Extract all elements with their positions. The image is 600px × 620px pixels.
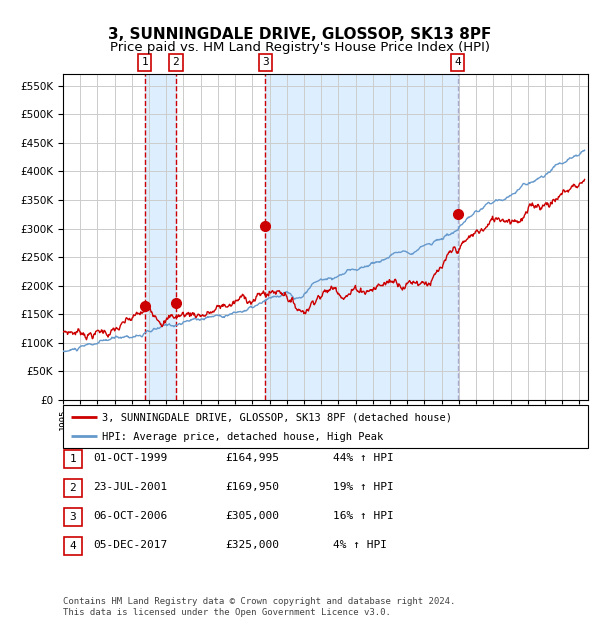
Text: 3, SUNNINGDALE DRIVE, GLOSSOP, SK13 8PF: 3, SUNNINGDALE DRIVE, GLOSSOP, SK13 8PF <box>109 27 491 42</box>
Text: £169,950: £169,950 <box>225 482 279 492</box>
Text: £325,000: £325,000 <box>225 540 279 550</box>
Text: 2: 2 <box>173 58 179 68</box>
Text: 1: 1 <box>142 58 148 68</box>
Text: Contains HM Land Registry data © Crown copyright and database right 2024.
This d: Contains HM Land Registry data © Crown c… <box>63 598 455 617</box>
Text: 3, SUNNINGDALE DRIVE, GLOSSOP, SK13 8PF (detached house): 3, SUNNINGDALE DRIVE, GLOSSOP, SK13 8PF … <box>103 412 452 422</box>
Text: 1: 1 <box>70 454 76 464</box>
Text: 19% ↑ HPI: 19% ↑ HPI <box>333 482 394 492</box>
Text: 3: 3 <box>262 58 269 68</box>
Text: Price paid vs. HM Land Registry's House Price Index (HPI): Price paid vs. HM Land Registry's House … <box>110 41 490 54</box>
Text: 4: 4 <box>454 58 461 68</box>
Text: 16% ↑ HPI: 16% ↑ HPI <box>333 511 394 521</box>
Text: 05-DEC-2017: 05-DEC-2017 <box>93 540 167 550</box>
Bar <box>265 74 458 400</box>
Text: 3: 3 <box>70 512 76 522</box>
Text: 4% ↑ HPI: 4% ↑ HPI <box>333 540 387 550</box>
Text: 06-OCT-2006: 06-OCT-2006 <box>93 511 167 521</box>
Text: 23-JUL-2001: 23-JUL-2001 <box>93 482 167 492</box>
Bar <box>145 74 176 400</box>
Text: 01-OCT-1999: 01-OCT-1999 <box>93 453 167 463</box>
Text: 2: 2 <box>70 483 76 493</box>
Text: £164,995: £164,995 <box>225 453 279 463</box>
Text: 4: 4 <box>70 541 76 551</box>
Text: 44% ↑ HPI: 44% ↑ HPI <box>333 453 394 463</box>
Text: HPI: Average price, detached house, High Peak: HPI: Average price, detached house, High… <box>103 432 383 441</box>
Text: £305,000: £305,000 <box>225 511 279 521</box>
